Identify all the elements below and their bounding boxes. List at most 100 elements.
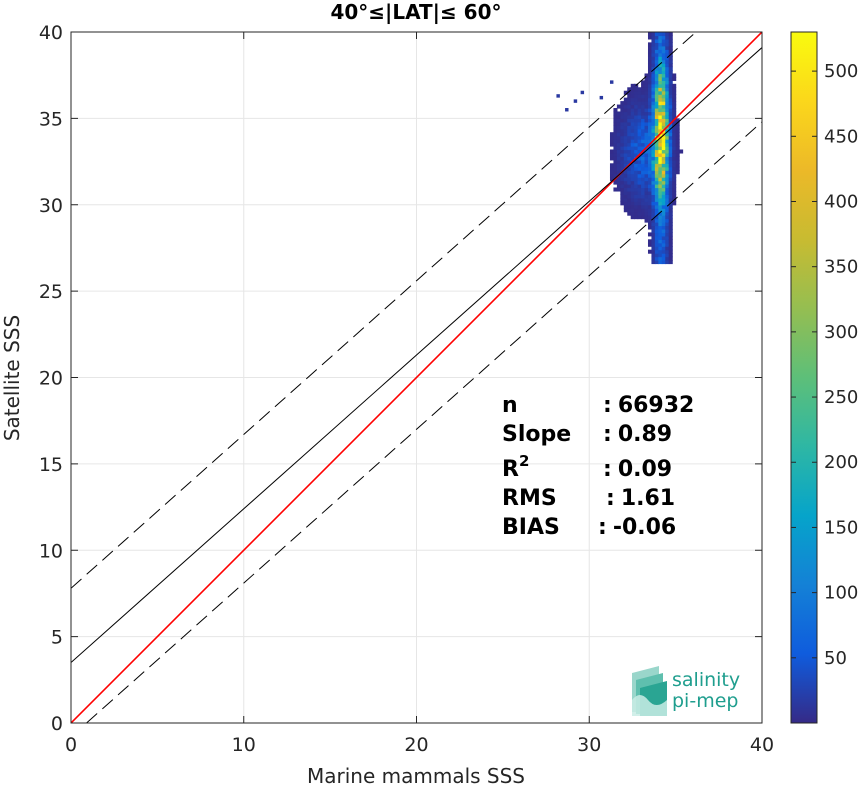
density-cell — [623, 108, 628, 113]
density-cell — [658, 152, 663, 157]
density-cell — [672, 135, 677, 140]
density-cell — [651, 235, 656, 240]
density-cell — [672, 142, 677, 147]
density-cell — [654, 73, 659, 78]
density-cell — [637, 184, 642, 189]
density-cell — [658, 242, 663, 247]
logo-line1: salinity — [672, 669, 740, 691]
density-cell — [658, 42, 663, 47]
density-cell — [658, 97, 663, 102]
density-cell — [661, 170, 666, 175]
density-cell — [616, 159, 621, 164]
colorbar-tick-label: 50 — [824, 648, 847, 669]
density-cell — [675, 149, 680, 154]
density-cell — [637, 132, 642, 137]
density-cell — [658, 38, 663, 43]
density-cell — [620, 194, 625, 199]
density-cell — [661, 215, 666, 220]
density-cell — [651, 204, 656, 209]
density-cell — [647, 239, 653, 244]
density-cell — [658, 52, 663, 57]
density-cell — [613, 114, 618, 119]
density-cell — [623, 104, 628, 109]
logo-mark-icon — [632, 666, 667, 716]
density-cell — [651, 108, 656, 113]
density-cell — [654, 87, 659, 92]
density-cell — [647, 187, 653, 192]
density-cell — [665, 132, 670, 137]
density-cell — [658, 83, 663, 88]
density-cell — [630, 104, 635, 109]
density-outlier — [573, 99, 578, 103]
density-cell — [654, 118, 659, 123]
density-cell — [661, 211, 666, 216]
density-cell — [665, 87, 670, 92]
density-cell — [658, 197, 663, 202]
density-cell — [641, 118, 646, 123]
density-cell — [647, 63, 653, 68]
density-cell — [654, 56, 659, 61]
stat-value: : -0.06 — [598, 515, 676, 540]
density-cell — [672, 190, 677, 195]
density-cell — [644, 218, 649, 223]
density-cell — [620, 152, 625, 157]
regression-lines — [71, 32, 762, 723]
density-cell — [665, 83, 670, 88]
density-cell — [637, 197, 642, 202]
density-cell — [658, 32, 663, 37]
density-cell — [675, 159, 680, 164]
density-cell — [637, 208, 642, 213]
density-cell — [634, 194, 639, 199]
density-cell — [616, 118, 621, 123]
stat-sep: : — [603, 422, 612, 447]
x-tick-label: 40 — [750, 734, 774, 756]
stat-value: :0.09 — [603, 457, 672, 482]
stat-label-text: Slope — [502, 422, 571, 447]
density-cell — [647, 111, 653, 116]
density-cell — [634, 180, 639, 185]
density-cell — [630, 111, 635, 116]
density-cell — [651, 249, 656, 254]
density-cell — [658, 45, 663, 50]
density-cell — [651, 52, 656, 57]
density-cell — [627, 108, 632, 113]
density-cell — [613, 146, 618, 151]
density-cell — [616, 166, 621, 171]
density-cell — [665, 163, 670, 168]
density-cell — [658, 70, 663, 75]
density-cell — [647, 149, 653, 154]
density-cell — [620, 184, 625, 189]
density-cell — [637, 90, 642, 95]
density-cell — [651, 35, 656, 40]
density-cell — [675, 132, 680, 137]
density-cell — [658, 149, 663, 154]
density-cell — [658, 177, 663, 182]
density-cell — [627, 208, 632, 213]
density-cell — [651, 114, 656, 119]
density-cell — [661, 104, 666, 109]
density-cell — [665, 222, 670, 227]
density-cell — [620, 135, 625, 140]
density-cell — [661, 256, 666, 261]
density-cell — [634, 142, 639, 147]
density-cell — [647, 225, 653, 230]
density-cell — [675, 156, 680, 161]
density-cell — [634, 111, 639, 116]
density-cell — [644, 87, 649, 92]
density-cell — [672, 125, 677, 130]
density-cell — [672, 128, 677, 133]
density-cell — [658, 66, 663, 71]
density-cell — [654, 76, 659, 81]
density-cell — [630, 197, 635, 202]
density-cell — [658, 87, 663, 92]
density-cell — [651, 197, 656, 202]
density-cell — [654, 232, 659, 237]
density-cell — [627, 139, 632, 144]
density-cell — [668, 132, 673, 137]
density-cell — [627, 170, 632, 175]
x-tick-label: 30 — [577, 734, 601, 756]
density-cell — [668, 146, 673, 151]
density-cell — [665, 97, 670, 102]
density-cell — [644, 180, 649, 185]
